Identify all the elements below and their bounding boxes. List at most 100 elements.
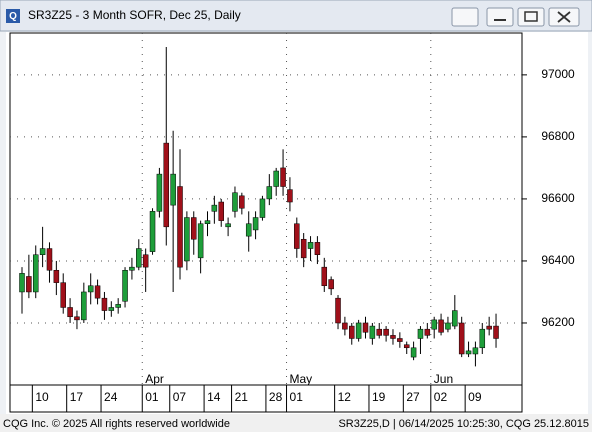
candle-body: [273, 170, 279, 187]
candle-body: [369, 325, 376, 339]
candle-body: [81, 291, 87, 321]
candle-body: [376, 328, 382, 336]
candle-body: [458, 322, 465, 355]
candle-body: [307, 242, 314, 249]
candle-body: [445, 322, 451, 330]
y-tick-label: 96200: [541, 315, 575, 329]
candle-body: [19, 273, 25, 293]
y-tick-label: 97000: [541, 67, 575, 81]
candle-body: [321, 266, 328, 287]
candle-body: [149, 211, 156, 252]
footer-right: SR3Z25,D | 06/14/2025 10:25:30, CQG 25.1…: [338, 418, 589, 430]
candle-body: [294, 223, 300, 249]
candle-body: [479, 328, 486, 349]
window-title: SR3Z25 - 3 Month SOFR, Dec 25, Daily: [28, 8, 241, 22]
candle-body: [410, 347, 417, 358]
candle-body: [252, 217, 259, 231]
maximize-icon: [524, 11, 538, 22]
candle-body: [156, 173, 163, 212]
candle-body: [108, 307, 115, 311]
y-tick-label: 96400: [541, 253, 575, 267]
candle-body: [472, 347, 479, 355]
candle-body: [129, 266, 135, 271]
x-tick-label: 27: [406, 390, 420, 404]
app-icon: [6, 9, 20, 23]
candle-body: [335, 297, 341, 324]
candle-body: [39, 248, 46, 255]
candle-body: [115, 304, 121, 308]
candle-body: [349, 325, 355, 339]
x-tick-label: 01: [290, 390, 304, 404]
y-tick-label: 96800: [541, 129, 575, 143]
candle-body: [225, 223, 231, 228]
x-tick-label: 19: [372, 390, 386, 404]
candle-body: [101, 297, 108, 311]
candle-body: [390, 335, 396, 339]
x-tick-label: 28: [269, 390, 283, 404]
candle-body: [32, 254, 39, 293]
candle-body: [287, 189, 293, 203]
x-tick-label: 07: [173, 390, 187, 404]
candle-body: [452, 310, 458, 327]
x-tick-label: 01: [145, 390, 159, 404]
candle-body: [67, 307, 73, 318]
candle-body: [60, 282, 66, 308]
candle-body: [46, 248, 53, 271]
x-tick-label: 14: [207, 390, 221, 404]
x-tick-label: 10: [35, 390, 49, 404]
candle-body: [280, 167, 286, 187]
candle-body: [170, 173, 176, 206]
candle-body: [417, 328, 424, 339]
close-icon: [557, 11, 571, 23]
link-button[interactable]: [451, 7, 479, 27]
footer-left: CQG Inc. © 2025 All rights reserved worl…: [3, 418, 230, 430]
candle-body: [438, 319, 444, 333]
candle-body: [424, 328, 431, 336]
app-icon-letter: Q: [9, 11, 17, 22]
y-tick-label: 96600: [541, 191, 575, 205]
candle-body: [362, 322, 369, 333]
month-label: Apr: [145, 372, 164, 386]
candle-body: [355, 322, 362, 339]
candle-body: [239, 195, 245, 209]
candle-body: [493, 325, 499, 339]
candle-body: [232, 192, 238, 212]
candle-body: [122, 270, 128, 302]
candle-body: [211, 204, 218, 212]
candle-body: [486, 325, 492, 330]
candle-body: [266, 186, 273, 200]
candle-body: [218, 201, 224, 221]
candle-body: [184, 217, 190, 262]
candle-body: [87, 285, 94, 293]
candle-body: [74, 316, 80, 321]
candle-body: [26, 276, 32, 293]
candle-body: [314, 242, 321, 255]
candle-body: [163, 142, 170, 228]
candle-body: [328, 279, 334, 290]
x-tick-label: 21: [235, 390, 249, 404]
candle-body: [397, 338, 403, 342]
candle-body: [259, 198, 266, 218]
candle-body: [403, 344, 410, 349]
x-tick-label: 02: [434, 390, 448, 404]
candle-body: [342, 322, 348, 330]
maximize-button[interactable]: [517, 7, 545, 27]
month-label: May: [290, 372, 313, 386]
candle-body: [177, 186, 183, 268]
candle-body: [197, 223, 204, 259]
candle-body: [383, 328, 389, 336]
candle-body: [136, 248, 142, 268]
candle-body: [191, 217, 197, 240]
candle-body: [431, 319, 437, 330]
x-tick-label: 12: [338, 390, 352, 404]
candle-body: [245, 223, 252, 237]
window-buttons: [451, 7, 580, 27]
candle-body: [94, 285, 101, 299]
minimize-button[interactable]: [486, 7, 514, 27]
x-tick-label: 24: [104, 390, 118, 404]
candle-body: [53, 270, 60, 283]
candle-body: [300, 238, 307, 259]
candle-body: [465, 350, 472, 355]
month-label: Jun: [434, 372, 453, 386]
